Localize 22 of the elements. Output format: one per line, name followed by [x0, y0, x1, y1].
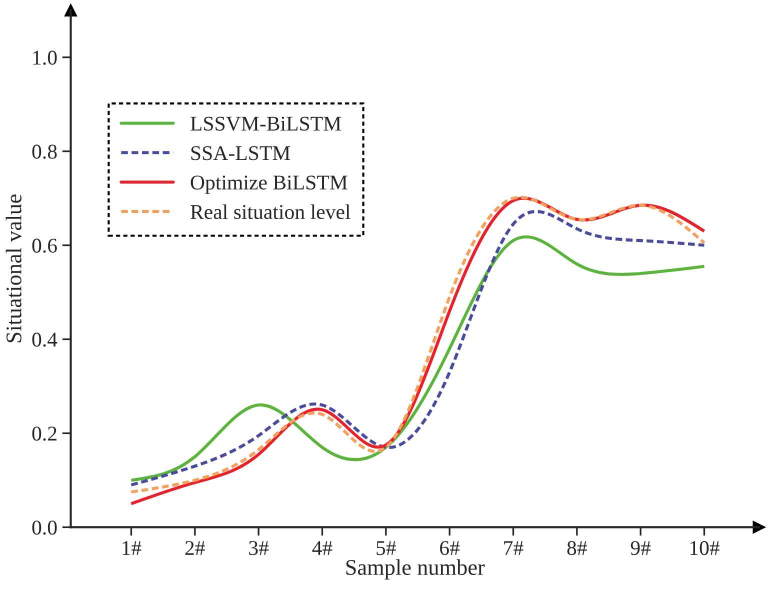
- x-tick-label: 2#: [185, 541, 205, 555]
- y-tick-label: 0.8: [32, 144, 57, 159]
- x-tick-label: 7#: [504, 541, 524, 555]
- x-tick-label: 1#: [122, 541, 142, 555]
- x-tick-label: 5#: [376, 541, 396, 556]
- x-tick-label: 10#: [690, 541, 720, 556]
- y-tick-label: 0.2: [32, 426, 56, 441]
- legend-label: LSSVM-BiLSTM: [190, 116, 341, 131]
- x-tick-label: 4#: [312, 541, 332, 555]
- y-tick-label: 1.0: [33, 50, 57, 65]
- y-tick-label: 0.6: [32, 238, 57, 253]
- x-tick-label: 3#: [249, 541, 269, 556]
- y-tick-label: 0.0: [32, 520, 57, 535]
- legend-label: Optimize BiLSTM: [190, 176, 348, 194]
- x-tick-label: 6#: [440, 541, 460, 556]
- y-axis-title: Situational value: [6, 194, 22, 342]
- y-tick-label: 0.4: [32, 332, 58, 347]
- legend-label: Real situation level: [190, 204, 350, 220]
- legend-label: SSA-LSTM: [191, 146, 290, 160]
- x-tick-label: 9#: [630, 541, 651, 556]
- x-axis-title: Sample number: [346, 559, 485, 580]
- x-tick-label: 8#: [567, 541, 587, 556]
